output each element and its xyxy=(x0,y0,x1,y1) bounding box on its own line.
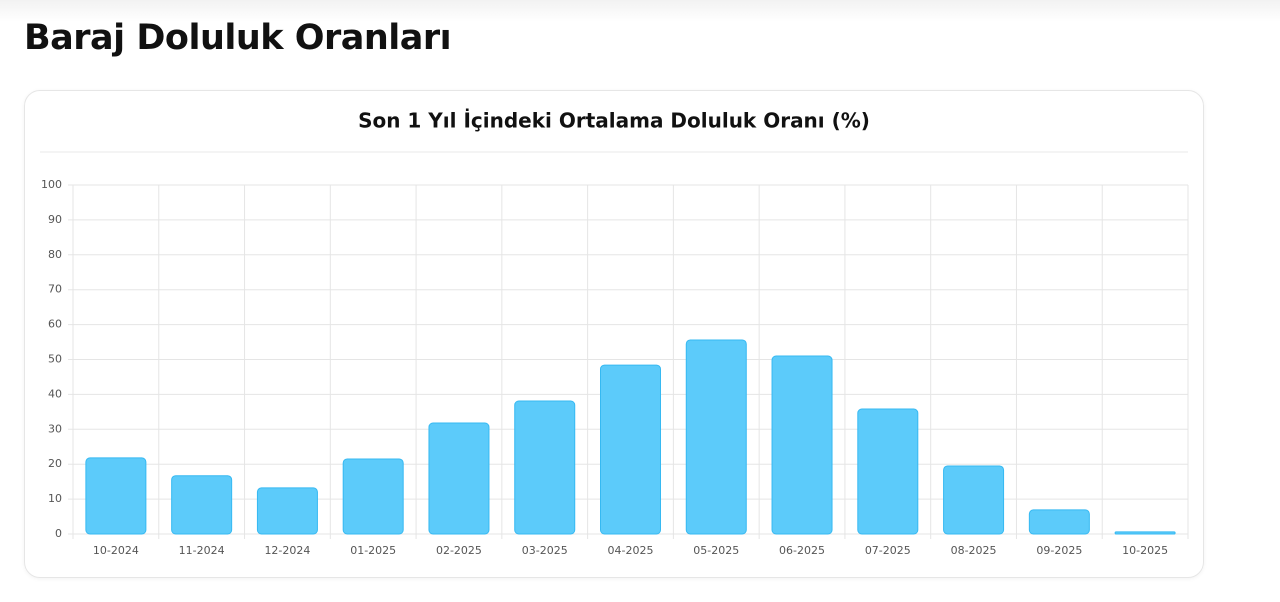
x-tick-label: 10-2025 xyxy=(1122,544,1168,557)
bar xyxy=(943,465,1005,535)
bar xyxy=(85,457,147,535)
y-tick-label: 0 xyxy=(55,527,62,540)
y-tick-label: 100 xyxy=(41,178,62,191)
y-tick-label: 10 xyxy=(48,492,62,505)
x-tick-label: 03-2025 xyxy=(522,544,568,557)
bar xyxy=(171,475,233,535)
x-tick-label: 10-2024 xyxy=(93,544,139,557)
x-tick-label: 05-2025 xyxy=(693,544,739,557)
y-tick-label: 50 xyxy=(48,353,62,366)
bar xyxy=(514,400,576,535)
x-tick-label: 06-2025 xyxy=(779,544,825,557)
bar xyxy=(428,422,490,535)
x-tick-label: 04-2025 xyxy=(608,544,654,557)
bar xyxy=(256,487,318,535)
y-tick-label: 90 xyxy=(48,213,62,226)
x-tick-label: 07-2025 xyxy=(865,544,911,557)
bar xyxy=(600,364,661,535)
bar xyxy=(857,408,919,535)
y-tick-label: 70 xyxy=(48,283,62,296)
y-tick-label: 20 xyxy=(48,457,62,470)
bar xyxy=(342,458,404,535)
bar xyxy=(685,339,747,535)
bar xyxy=(1114,531,1176,535)
x-tick-label: 11-2024 xyxy=(179,544,225,557)
top-bar xyxy=(0,0,1280,22)
x-tick-label: 09-2025 xyxy=(1036,544,1082,557)
x-tick-label: 08-2025 xyxy=(951,544,997,557)
page-title: Baraj Doluluk Oranları xyxy=(24,18,452,58)
bar xyxy=(771,355,833,535)
y-tick-label: 80 xyxy=(48,248,62,261)
x-tick-label: 12-2024 xyxy=(264,544,310,557)
y-tick-label: 30 xyxy=(48,422,62,435)
chart-title: Son 1 Yıl İçindeki Ortalama Doluluk Oran… xyxy=(358,109,870,133)
y-tick-label: 40 xyxy=(48,387,62,400)
x-tick-label: 01-2025 xyxy=(350,544,396,557)
chart-card xyxy=(24,90,1204,578)
x-tick-label: 02-2025 xyxy=(436,544,482,557)
bar xyxy=(1028,509,1090,535)
y-tick-label: 60 xyxy=(48,318,62,331)
